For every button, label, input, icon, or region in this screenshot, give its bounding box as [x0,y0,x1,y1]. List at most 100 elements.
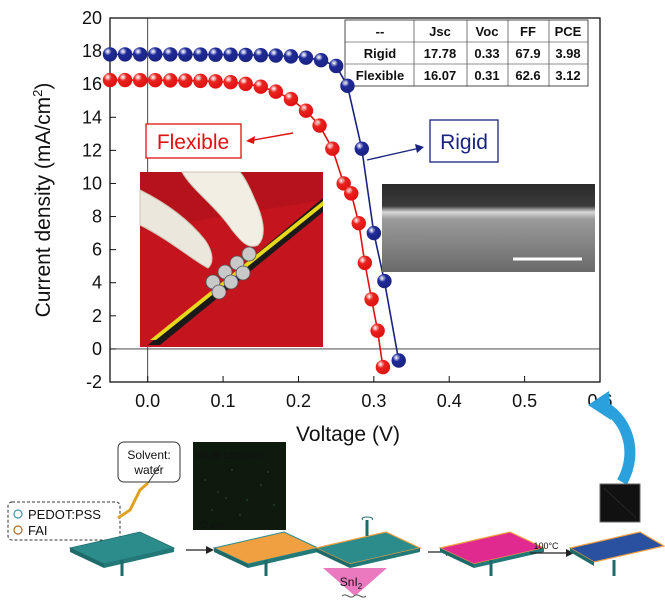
x-axis-title: Voltage (V) [296,423,400,446]
table-header-cell: -- [376,24,385,39]
sem-cross-section [382,184,595,272]
data-point-rigid [283,49,299,64]
data-point-flexible [193,73,208,89]
sem-layer-line [381,235,596,241]
y-tick-label: 14 [82,107,102,127]
table-cell: 17.78 [424,46,457,61]
data-point-flexible [163,73,178,88]
data-point-flexible [268,84,284,99]
table-cell: Flexible [356,68,404,83]
data-point-flexible [283,91,299,107]
y-tick-label: 4 [92,273,102,293]
data-point-flexible [298,103,314,118]
pedot-label: PEDOT:PSS [28,507,101,522]
x-tick-label: 0.3 [361,391,386,411]
y-tick-label: 0 [92,339,102,359]
data-point-rigid [223,47,238,62]
curved-arrow [588,391,636,485]
series-markers [102,47,406,375]
data-point-rigid [238,47,253,63]
table-header-cell: FF [520,24,536,39]
data-point-rigid [148,47,163,62]
fai-label: FAI [28,523,48,538]
table-cell: Rigid [364,46,397,61]
sni2-label: SnI2 [340,575,363,591]
data-point-rigid [328,58,344,74]
x-tick-label: 0.2 [286,391,311,411]
y-axis-title-main: Current density (mA/cm [32,97,55,318]
data-point-flexible [325,141,340,156]
process-flow: Solvent: water Multi-channel 20 μm PEDOT… [7,441,665,598]
data-point-flexible [117,72,133,88]
data-point-flexible [238,76,253,92]
y-axis-title: Current density (mA/cm2) [30,83,55,318]
data-point-rigid [366,225,382,241]
table-header-cell: PCE [555,24,582,39]
table-cell: 3.12 [555,68,580,83]
data-point-flexible [148,73,163,88]
device-cells [205,246,257,300]
data-point-rigid [354,141,369,156]
data-point-flexible [364,292,379,307]
data-point-rigid [391,353,406,368]
y-tick-label: 2 [92,306,102,326]
substrate-step5 [568,531,665,563]
data-point-rigid [340,78,355,94]
solvent-line2: water [133,463,163,477]
gloved-hand [181,171,264,247]
data-point-flexible [375,359,391,375]
data-point-flexible [312,118,327,133]
data-point-rigid [102,47,118,62]
table-cell: 3.98 [555,46,580,61]
data-point-flexible [178,73,193,88]
y-tick-label: 8 [92,207,102,227]
microscope-speckle [204,469,275,516]
table-header-cell: Jsc [429,24,451,39]
x-tick-label: 0.4 [437,391,462,411]
sni2-main: SnI [340,575,358,589]
x-tick-label: 0.5 [512,391,537,411]
heater-coil [341,594,367,598]
data-point-flexible [102,72,118,88]
table-cell: 16.07 [424,68,457,83]
y-tick-label: 18 [82,41,102,61]
data-point-rigid [377,273,392,289]
plot-frame [109,17,601,383]
microscope-title: Multi-channel [197,450,262,462]
anneal-label: 100°C [533,541,559,551]
sem-image [381,184,596,272]
flexible-pointer [247,132,294,142]
sni2-cone [323,568,387,596]
table-cell: 0.31 [474,68,499,83]
y-tick-label: 16 [82,74,102,94]
y-tick-label: 20 [82,8,102,28]
table-cell: 62.6 [515,68,540,83]
solvent-line1: Solvent: [127,448,170,462]
data-point-flexible [351,215,366,231]
y-tick-label: 12 [82,140,102,160]
y-tick-label: 6 [92,240,102,260]
x-tick-label: 0.1 [211,391,236,411]
data-point-flexible [370,323,385,338]
table-header-cell: Voc [476,24,499,39]
data-point-flexible [208,74,223,89]
data-point-rigid [253,48,268,63]
table-cell: 67.9 [515,46,540,61]
flexible-label: Flexible [157,131,229,154]
y-tick-label: -2 [86,372,102,392]
data-point-flexible [344,186,359,201]
y-axis-title-close: ) [32,83,55,90]
data-point-flexible [132,73,148,88]
fai-icon [13,525,23,535]
precursor-box [7,501,121,541]
data-point-rigid [208,47,223,62]
rigid-pointer [366,147,421,161]
table-cell: 0.33 [474,46,499,61]
data-point-rigid [132,47,148,62]
data-point-flexible [336,176,351,191]
microscope-scale: 20 μm [196,520,224,531]
data-point-rigid [298,50,314,65]
